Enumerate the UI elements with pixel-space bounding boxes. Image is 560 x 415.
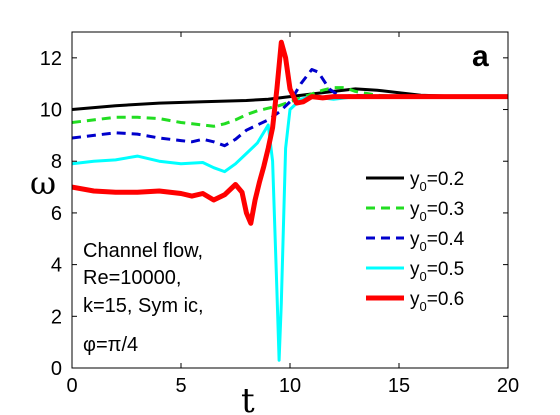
y-tick-label: 6 bbox=[51, 203, 62, 225]
legend-label: y0=0.3 bbox=[410, 199, 464, 224]
x-tick-label: 15 bbox=[388, 375, 410, 397]
x-axis-label: t bbox=[241, 381, 255, 415]
series-line bbox=[72, 86, 508, 128]
series-line bbox=[72, 39, 508, 226]
annotation-line: φ=π/4 bbox=[83, 334, 138, 356]
y-tick-label: 0 bbox=[51, 358, 62, 380]
y-tick-label: 8 bbox=[51, 151, 62, 173]
x-tick-label: 20 bbox=[497, 375, 519, 397]
x-tick-label: 5 bbox=[175, 375, 186, 397]
annotation-line: Channel flow, bbox=[83, 240, 203, 262]
legend-label: y0=0.4 bbox=[410, 229, 465, 254]
series-layer bbox=[72, 39, 508, 362]
annotation: Channel flow, Re=10000, k=15, Sym ic, φ=… bbox=[83, 240, 204, 356]
panel-label: a bbox=[472, 40, 489, 73]
legend-label: y0=0.2 bbox=[410, 169, 464, 194]
legend: y0=0.2 y0=0.3 y0=0.4 y0=0.5 y0=0.6 bbox=[366, 169, 465, 314]
series-line bbox=[72, 68, 508, 148]
y-tick-label: 12 bbox=[40, 48, 62, 70]
y-tick-label: 4 bbox=[51, 255, 62, 277]
y-tick-label: 10 bbox=[40, 100, 62, 122]
ticks-layer: 0 5 10 15 20 0 2 4 6 8 10 12 bbox=[40, 32, 519, 397]
y-tick-label: 2 bbox=[51, 306, 62, 328]
annotation-line: Re=10000, bbox=[83, 267, 181, 289]
legend-label: y0=0.6 bbox=[410, 289, 464, 314]
x-tick-label: 10 bbox=[279, 375, 301, 397]
annotation-line: k=15, Sym ic, bbox=[83, 295, 204, 317]
y-axis-label: ω bbox=[30, 164, 56, 202]
legend-label: y0=0.5 bbox=[410, 259, 464, 284]
x-tick-label: 0 bbox=[66, 375, 77, 397]
